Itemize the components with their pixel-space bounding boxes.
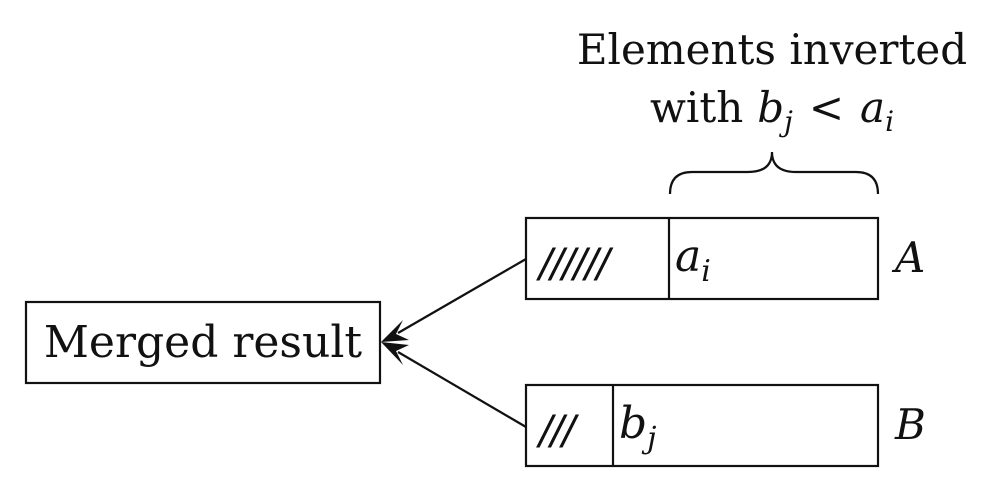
- annotation-title: Elements inverted: [577, 25, 967, 74]
- array-b: /// bj B: [524, 383, 926, 468]
- array-a-name: A: [891, 233, 925, 282]
- annotation-condition: with bj < ai: [650, 83, 894, 138]
- array-a-element-var: a: [675, 231, 701, 282]
- array-b-name: B: [894, 400, 926, 449]
- array-a-element: ai: [675, 231, 711, 289]
- arrow-b-shaft: [397, 351, 527, 428]
- annotation-a-sub: i: [885, 105, 894, 138]
- arrow-b-to-merged: [381, 342, 527, 428]
- inversion-brace: [668, 151, 880, 195]
- array-a-frame: [524, 216, 880, 301]
- array-a-consumed-hatch: //////: [536, 241, 614, 287]
- array-b-element-var: b: [619, 398, 647, 449]
- annotation-a-var: a: [860, 83, 885, 132]
- arrow-a-to-merged: [381, 258, 527, 342]
- arrow-b-head: [381, 342, 409, 365]
- array-b-element: bj: [619, 398, 656, 456]
- merged-result-label: Merged result: [44, 317, 363, 368]
- merged-result-box: Merged result: [24, 300, 382, 385]
- annotation-with-word: with: [650, 83, 743, 132]
- arrow-a-shaft: [397, 258, 527, 334]
- array-a-element-sub: i: [701, 254, 711, 289]
- arrow-a-head: [381, 320, 409, 342]
- annotation-less-than: <: [809, 83, 844, 132]
- array-b-frame: [524, 383, 880, 468]
- array-a: ////// ai A: [524, 216, 925, 301]
- annotation-b-var: b: [757, 83, 784, 132]
- inversion-annotation: Elements inverted with bj < ai: [577, 25, 967, 138]
- array-b-consumed-hatch: ///: [536, 408, 580, 454]
- merged-result-frame: [24, 300, 382, 385]
